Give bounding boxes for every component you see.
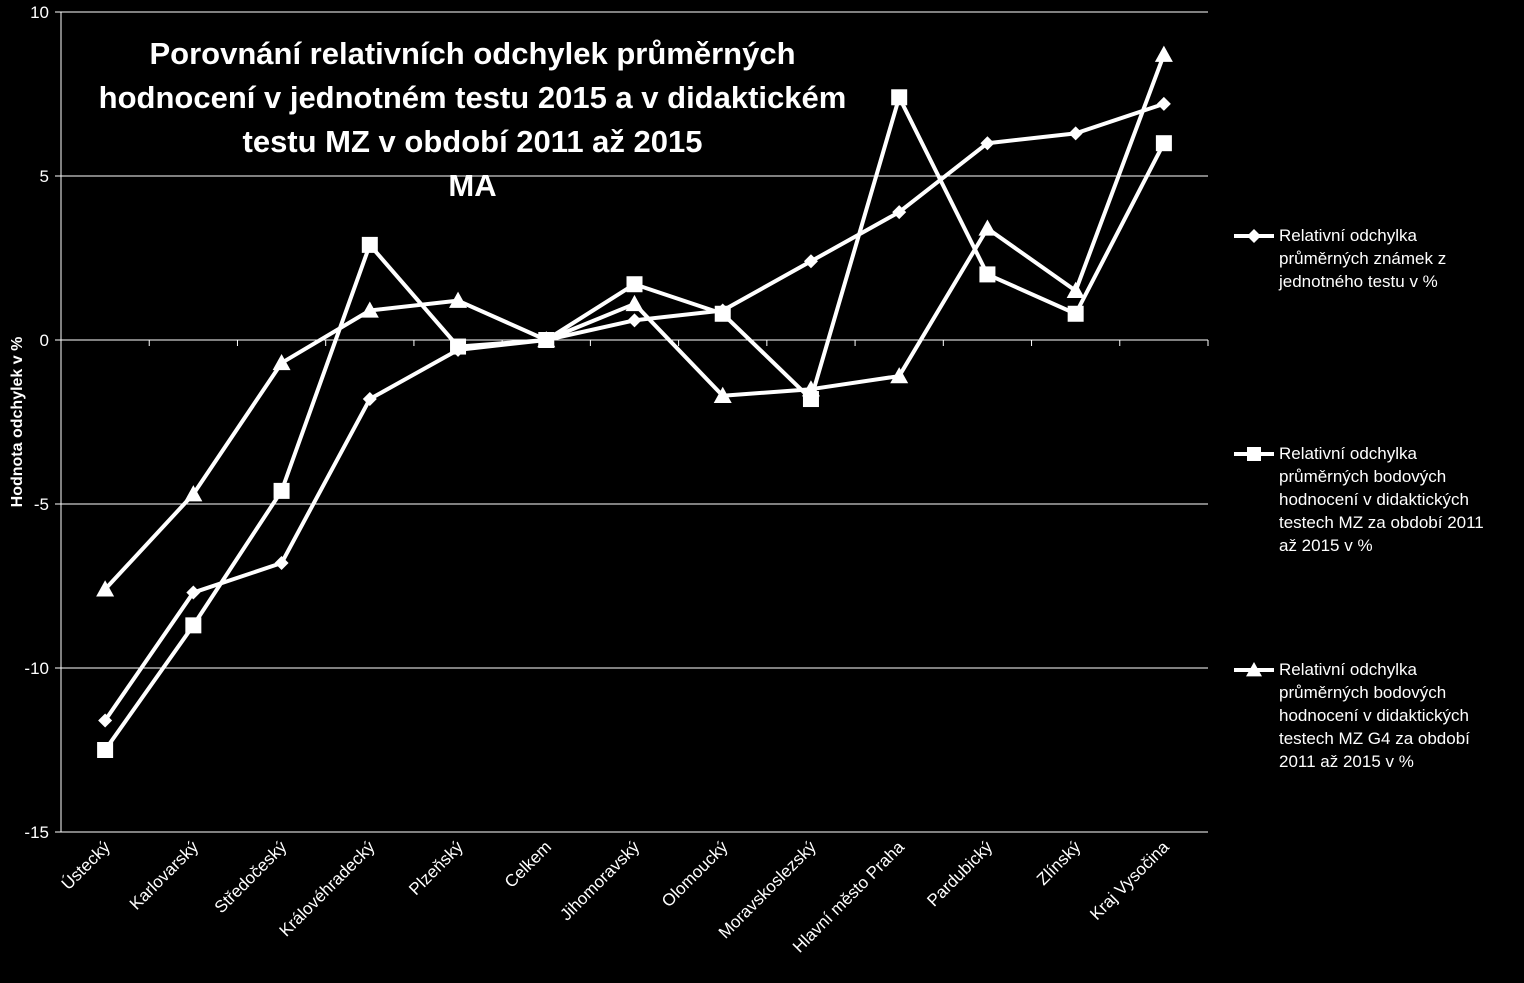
- data-point-diamond: [627, 313, 642, 328]
- legend-label: Relativní odchylka: [1279, 660, 1418, 679]
- y-tick-labels: 10 5 0 -5 -10 -15: [24, 3, 49, 842]
- data-point-diamond: [1068, 126, 1083, 141]
- data-point-square: [891, 89, 908, 106]
- legend-label: hodnocení v didaktických: [1279, 490, 1469, 509]
- y-tick-label: -5: [34, 495, 49, 514]
- chart-title-line: Porovnání relativních odchylek průměrnýc…: [149, 36, 796, 71]
- chart-title-line: MA: [448, 168, 497, 203]
- data-point-square: [185, 617, 202, 634]
- y-tick-label: -10: [24, 659, 49, 678]
- legend-label: testech MZ za období 2011: [1279, 513, 1484, 532]
- x-tick-label: Plzeňský: [405, 837, 467, 899]
- legend-label: průměrných známek z: [1279, 249, 1446, 268]
- legend-label: Relativní odchylka: [1279, 226, 1418, 245]
- data-point-square: [1155, 135, 1172, 152]
- data-point-triangle: [1066, 281, 1085, 298]
- legend-label: Relativní odchylka: [1279, 444, 1418, 463]
- data-point-diamond: [98, 713, 113, 728]
- series: [96, 45, 1173, 758]
- data-point-diamond: [803, 254, 818, 269]
- series-triangle: [96, 45, 1173, 597]
- data-point-triangle: [184, 485, 203, 502]
- x-tick-label: Olomoucký: [658, 837, 732, 911]
- data-point-triangle: [713, 386, 732, 403]
- data-point-triangle: [537, 331, 556, 348]
- chart-title-line: hodnocení v jednotném testu 2015 a v did…: [98, 80, 847, 115]
- y-tick-label: 5: [40, 167, 49, 186]
- data-point-square: [1067, 305, 1084, 322]
- legend-entry: Relativní odchylka průměrných bodových hod…: [1234, 444, 1484, 555]
- data-point-triangle: [890, 367, 909, 384]
- data-point-square: [626, 276, 643, 293]
- legend-entry: Relativní odchylka průměrných známek z jed…: [1234, 226, 1446, 291]
- chart-title: Porovnání relativních odchylek průměrnýc…: [70, 32, 875, 208]
- data-point-square: [1247, 447, 1261, 461]
- x-tick-labels: Ústecký Karlovarský StředočeskýKrálovéhrad…: [58, 837, 1173, 956]
- data-point-triangle: [978, 219, 997, 236]
- data-point-diamond: [186, 585, 201, 600]
- data-point-triangle: [625, 294, 644, 312]
- legend-label: jednotného testu v %: [1278, 272, 1438, 291]
- legend-label: průměrných bodových: [1279, 467, 1446, 486]
- data-point-square: [97, 742, 114, 758]
- y-tick-label: -15: [24, 823, 49, 842]
- y-tick-label: 0: [40, 331, 49, 350]
- legend-label: testech MZ G4 za období: [1279, 729, 1470, 748]
- data-point-triangle: [272, 353, 291, 371]
- data-point-diamond: [1156, 96, 1171, 111]
- data-point-square: [714, 305, 731, 322]
- data-point-diamond: [1247, 229, 1261, 243]
- legend-label: až 2015 v %: [1279, 536, 1373, 555]
- data-point-triangle: [449, 291, 468, 308]
- axes: [55, 11, 1209, 833]
- y-tick-label: 10: [30, 3, 49, 22]
- data-point-triangle: [360, 301, 379, 318]
- data-point-square: [979, 266, 996, 283]
- x-tick-label: Ústecký: [58, 837, 115, 894]
- x-tick-label: Středočeský: [211, 837, 291, 917]
- legend-label: hodnocení v didaktických: [1279, 706, 1469, 725]
- data-point-diamond: [274, 556, 289, 571]
- data-point-diamond: [980, 136, 995, 151]
- data-point-square: [361, 236, 378, 253]
- data-point-square: [450, 338, 467, 355]
- series-square: [97, 89, 1172, 758]
- x-tick-label: Královéhradecký: [276, 837, 379, 940]
- data-point-square: [273, 482, 290, 499]
- x-tick-label: Celkem: [501, 837, 555, 891]
- legend-label: 2011 až 2015 v %: [1279, 752, 1414, 771]
- y-axis-title: Hodnota odchylek v %: [9, 337, 26, 508]
- x-tick-label: Jihomoravský: [556, 837, 643, 924]
- x-tick-label: Pardubický: [923, 837, 996, 910]
- data-point-triangle: [801, 380, 820, 397]
- data-point-triangle: [96, 580, 115, 597]
- legend: Relativní odchylka průměrných známek z jed…: [1234, 226, 1484, 771]
- x-tick-label: Karlovarský: [126, 837, 203, 914]
- data-point-triangle: [1246, 662, 1262, 677]
- grid-lines: [61, 11, 1208, 833]
- x-tick-label: Zlínský: [1033, 837, 1085, 889]
- data-point-triangle: [1154, 45, 1173, 62]
- chart-title-line: testu MZ v období 2011 až 2015: [242, 124, 703, 159]
- legend-entry: Relativní odchylka průměrných bodových hod…: [1234, 660, 1470, 771]
- legend-label: průměrných bodových: [1279, 683, 1446, 702]
- data-point-diamond: [892, 205, 907, 220]
- x-tick-label: Kraj Vysočina: [1086, 837, 1173, 924]
- data-point-diamond: [362, 392, 377, 407]
